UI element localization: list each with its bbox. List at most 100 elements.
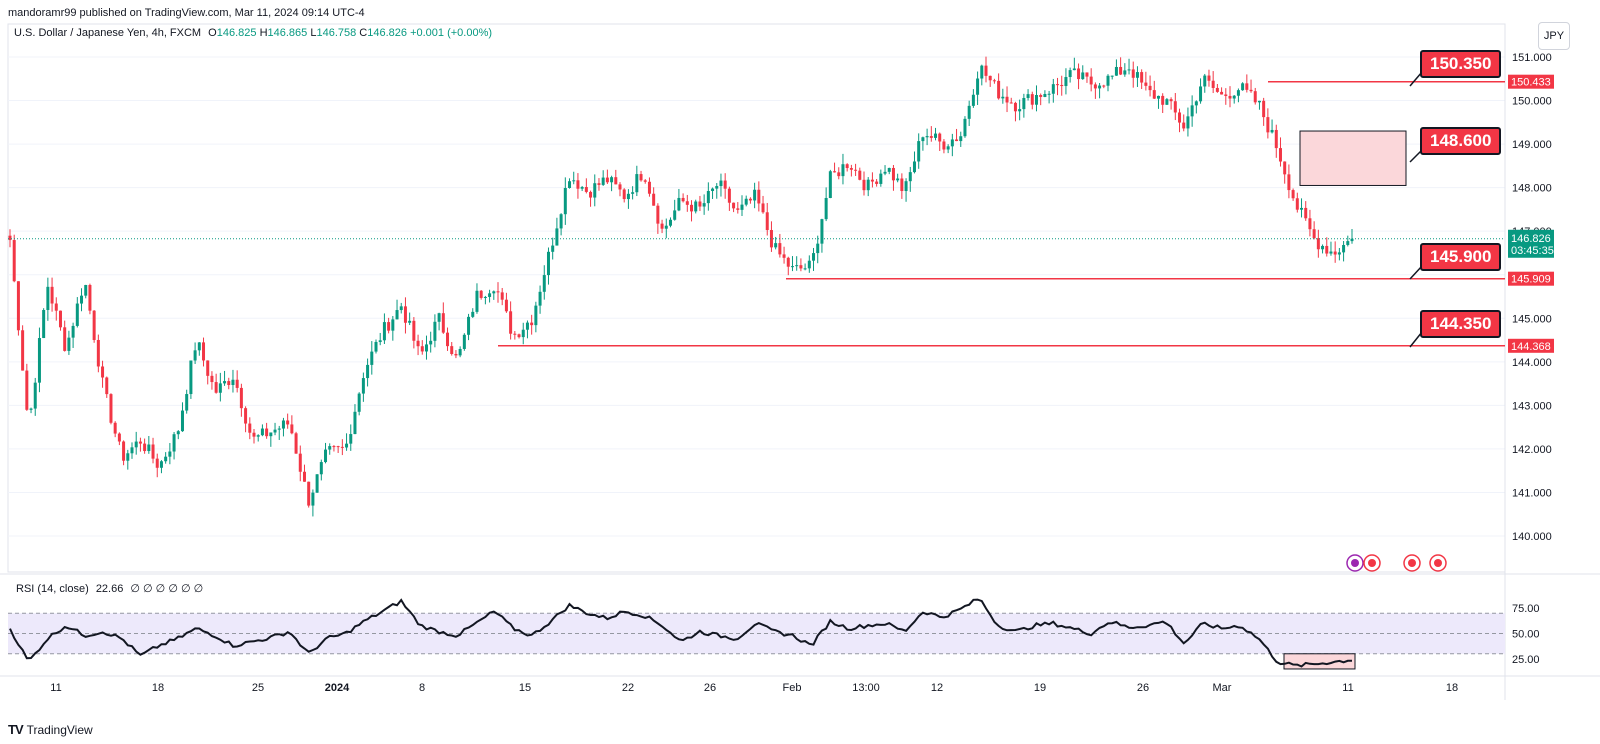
candle-body [37,338,41,383]
candle-body [837,172,841,177]
candle-body [1127,69,1131,71]
candle-body [336,446,340,448]
candle-body [395,310,399,320]
candle-body [471,311,475,317]
candle-body [1018,109,1022,112]
candle-body [875,181,879,184]
candle-body [80,295,84,304]
candle-body [967,105,971,119]
price-tick-label: 143.000 [1512,400,1552,412]
rsi-tick-label: 75.00 [1512,603,1540,615]
zone-layer [1299,130,1407,186]
candle-body [92,310,96,340]
candle-body [706,191,710,204]
candle-body [1329,251,1333,254]
published-line: mandoramr99 published on TradingView.com… [8,7,365,19]
candle-body [652,193,656,206]
candle-body [534,305,538,326]
rsi-title[interactable]: RSI (14, close) [16,583,89,595]
time-tick-label: 26 [704,682,716,694]
candle-body [677,197,681,211]
price-tick-label: 142.000 [1512,444,1552,456]
candle-body [925,136,929,138]
time-axis[interactable]: 11 18 25 2024 8 15 22 26 Feb 13:00 12 19 26 Mar 11 18 [50,682,1458,694]
candle-body [761,203,765,213]
candle-body [483,296,487,298]
candle-body [1034,95,1038,105]
candle-body [917,141,921,162]
candle-body [450,346,454,354]
candle-body [164,456,168,462]
candle-body [1337,252,1341,255]
candle-body [1270,129,1274,133]
candle-body [1156,95,1160,99]
candle-body [1333,251,1337,255]
level-price-tag-text: 145.909 [1511,274,1551,286]
candle-body [748,198,752,201]
candle-body [546,251,550,276]
candle-body [736,208,740,210]
candle-body [1228,95,1232,99]
price-pane-border [7,23,1506,573]
candle-body [1295,198,1299,210]
price-tick-label: 141.000 [1512,487,1552,499]
candle-body [1224,94,1228,96]
price-tick-label: 150.000 [1512,96,1552,108]
candle-body [1321,245,1325,250]
symbol-name[interactable]: U.S. Dollar / Japanese Yen, 4h, FXCM [14,27,202,39]
time-tick-label: 8 [419,682,425,694]
tradingview-logo[interactable]: TV TradingView [8,722,93,737]
candle-body [521,329,525,338]
candle-body [803,268,807,270]
candle-body [790,266,794,268]
candle-body [185,394,189,411]
candle-body [1241,83,1245,91]
candle-body [12,240,16,282]
currency-badge[interactable]: JPY [1538,22,1570,50]
candle-body [664,225,668,229]
candle-body [122,441,126,461]
ohlc-low-label: L [310,27,317,39]
level-price-tag [1508,338,1554,353]
countdown-text: 03:45:35 [1511,245,1554,257]
candle-body [25,370,29,410]
candle-body [63,327,67,351]
candle-body [71,325,75,338]
time-tick-label: 11 [50,682,61,694]
candle-body [673,210,677,220]
candle-body [58,310,62,328]
candle-body [576,180,580,189]
time-tick-label: 12 [931,682,943,694]
candle-body [635,174,639,193]
candle-body [858,170,862,180]
candle-body [833,171,837,173]
candle-body [934,133,938,138]
candle-body [626,193,630,200]
candle-body [1278,148,1282,162]
candle-body [1123,70,1127,75]
candle-body [816,243,820,254]
candle-body [349,434,353,444]
candle-body [54,303,58,311]
price-axis[interactable]: 151.000150.000149.000148.000147.000145.0… [1508,52,1554,543]
candle-body [441,313,445,333]
candle-body [530,322,534,326]
candle-body [854,169,858,171]
candle-body [1236,90,1240,96]
candle-body [601,177,605,185]
candle-body [753,189,757,201]
candle-body [643,180,647,182]
price-tick-label: 140.000 [1512,531,1552,543]
candle-body [1312,229,1316,239]
candle-body [631,192,635,194]
candle-body [866,179,870,191]
time-tick-label: 25 [252,682,264,694]
candle-body [273,429,277,433]
candle-body [1308,218,1312,230]
candle-body [668,219,672,226]
candle-body [551,245,555,252]
candle-body [403,306,407,323]
candle-body [244,408,248,424]
candle-body [307,481,311,506]
